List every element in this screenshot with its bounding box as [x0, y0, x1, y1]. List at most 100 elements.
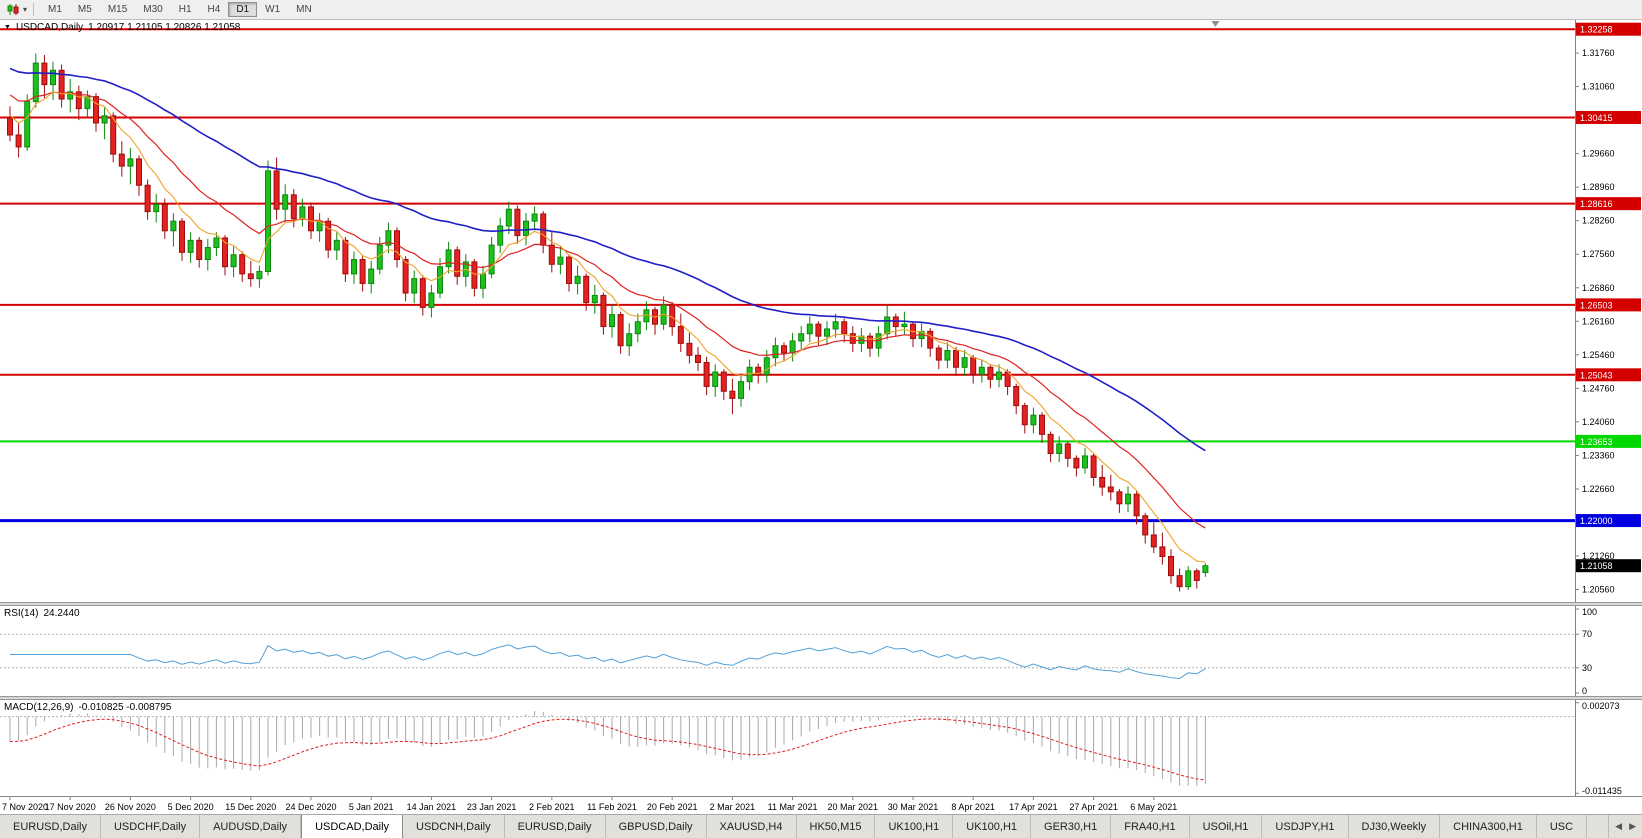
chart-shift-marker-icon[interactable] — [1211, 21, 1220, 27]
main-chart[interactable]: ▼ USDCAD,Daily 1.20917 1.21105 1.20826 1… — [0, 20, 1642, 602]
timeframe-w1[interactable]: W1 — [265, 4, 281, 15]
svg-text:0: 0 — [1582, 686, 1587, 696]
svg-text:5 Dec 2020: 5 Dec 2020 — [168, 802, 214, 812]
svg-text:1.26503: 1.26503 — [1580, 300, 1613, 310]
macd-canvas[interactable]: 0.002073 -0.011435 — [0, 700, 1642, 796]
tabs-scroll-left-icon[interactable]: ◀ — [1615, 821, 1623, 831]
macd-axis[interactable]: 0.002073 -0.011435 — [1575, 700, 1622, 796]
chart-ohlc-values: 1.20917 1.21105 1.20826 1.21058 — [88, 22, 241, 33]
tab-xauusd-h4[interactable]: XAUUSD,H4 — [707, 815, 797, 838]
tab-audusd-daily[interactable]: AUDUSD,Daily — [200, 815, 302, 838]
tab-usdjpy-h1[interactable]: USDJPY,H1 — [1262, 815, 1349, 838]
svg-text:1.26160: 1.26160 — [1582, 316, 1615, 326]
svg-text:14 Jan 2021: 14 Jan 2021 — [407, 802, 457, 812]
svg-text:1.28260: 1.28260 — [1582, 216, 1615, 226]
svg-text:26 Nov 2020: 26 Nov 2020 — [105, 802, 156, 812]
pane-splitter[interactable] — [0, 602, 1642, 606]
tab-eurusd-daily[interactable]: EURUSD,Daily — [0, 815, 101, 838]
tab-usdcad-daily[interactable]: USDCAD,Daily — [301, 815, 404, 838]
svg-text:1.26860: 1.26860 — [1582, 283, 1615, 293]
toolbar-separator — [33, 3, 35, 16]
svg-text:1.24760: 1.24760 — [1582, 383, 1615, 393]
svg-text:23 Jan 2021: 23 Jan 2021 — [467, 802, 517, 812]
svg-text:1.30415: 1.30415 — [1580, 113, 1613, 123]
macd-signal-line — [9, 718, 1206, 781]
svg-text:-0.011435: -0.011435 — [1582, 786, 1622, 796]
tab-usoil-h1[interactable]: USOil,H1 — [1190, 815, 1263, 838]
horizontal-lines[interactable] — [0, 28, 1575, 523]
svg-text:11 Mar 2021: 11 Mar 2021 — [768, 802, 818, 812]
tab-usdchf-daily[interactable]: USDCHF,Daily — [101, 815, 201, 838]
time-axis[interactable]: 7 Nov 2020 17 Nov 2020 26 Nov 2020 5 Dec 20… — [0, 796, 1642, 814]
timeframe-m1[interactable]: M1 — [48, 4, 62, 15]
timeframe-m30[interactable]: M30 — [143, 4, 163, 15]
symbol-dropdown-icon[interactable]: ▼ — [4, 24, 11, 31]
tab-dj30-weekly[interactable]: DJ30,Weekly — [1349, 815, 1441, 838]
rsi-panel[interactable]: RSI(14) 24.2440 100 70 30 0 — [0, 606, 1642, 696]
svg-text:2 Feb 2021: 2 Feb 2021 — [529, 802, 575, 812]
svg-text:27 Apr 2021: 27 Apr 2021 — [1069, 802, 1118, 812]
svg-text:1.25043: 1.25043 — [1580, 370, 1613, 380]
rsi-indicator-value: 24.2440 — [43, 608, 80, 619]
svg-text:17 Apr 2021: 17 Apr 2021 — [1009, 802, 1058, 812]
svg-text:2 Mar 2021: 2 Mar 2021 — [710, 802, 756, 812]
rsi-canvas[interactable]: 100 70 30 0 — [0, 606, 1642, 696]
tab-eurusd-daily[interactable]: EURUSD,Daily — [505, 815, 606, 838]
candlestick-series — [7, 53, 1209, 592]
svg-text:100: 100 — [1582, 607, 1597, 617]
current-price-label — [1576, 559, 1641, 573]
svg-text:11 Feb 2021: 11 Feb 2021 — [587, 802, 637, 812]
timeframe-h4[interactable]: H4 — [207, 4, 221, 15]
macd-title: MACD(12,26,9) -0.010825 -0.008795 — [4, 702, 171, 713]
tabs-scroll-right-icon[interactable]: ▶ — [1629, 821, 1636, 831]
svg-text:1.25460: 1.25460 — [1582, 350, 1615, 360]
svg-text:15 Dec 2020: 15 Dec 2020 — [225, 802, 276, 812]
timeframe-d1[interactable]: D1 — [228, 2, 258, 17]
svg-text:1.28616: 1.28616 — [1580, 199, 1613, 209]
timeframe-m15[interactable]: M15 — [107, 4, 128, 15]
tab-uk100-h1[interactable]: UK100,H1 — [953, 815, 1032, 838]
ma-blue-line — [9, 67, 1206, 452]
tab-ger30-h1[interactable]: GER30,H1 — [1031, 815, 1112, 838]
macd-indicator-values: -0.010825 -0.008795 — [78, 702, 172, 713]
svg-text:1.31760: 1.31760 — [1582, 48, 1615, 58]
svg-text:20 Mar 2021: 20 Mar 2021 — [828, 802, 879, 812]
svg-text:1.22000: 1.22000 — [1580, 516, 1613, 526]
main-chart-canvas[interactable]: 1.317601.310601.303601.296601.289601.282… — [0, 20, 1642, 602]
svg-text:7 Nov 2020: 7 Nov 2020 — [2, 802, 48, 812]
svg-text:30: 30 — [1582, 663, 1592, 673]
tab-scroll-arrows: ◀ ▶ — [1608, 815, 1642, 838]
svg-text:1.24060: 1.24060 — [1582, 417, 1615, 427]
svg-text:6 May 2021: 6 May 2021 — [1130, 802, 1177, 812]
tab-hk50-m15[interactable]: HK50,M15 — [797, 815, 876, 838]
svg-text:17 Nov 2020: 17 Nov 2020 — [45, 802, 96, 812]
timeframe-h1[interactable]: H1 — [178, 4, 192, 15]
rsi-title: RSI(14) 24.2440 — [4, 608, 80, 619]
svg-text:8 Apr 2021: 8 Apr 2021 — [951, 802, 995, 812]
tab-fra40-h1[interactable]: FRA40,H1 — [1111, 815, 1190, 838]
svg-text:70: 70 — [1582, 629, 1592, 639]
chart-type-dropdown-icon[interactable]: ▾ — [23, 5, 28, 14]
tab-uk100-h1[interactable]: UK100,H1 — [875, 815, 954, 838]
macd-panel[interactable]: MACD(12,26,9) -0.010825 -0.008795 0.0020… — [0, 700, 1642, 796]
macd-histogram — [9, 711, 1206, 787]
tab-gbpusd-daily[interactable]: GBPUSD,Daily — [606, 815, 707, 838]
tab-usc[interactable]: USC — [1537, 815, 1588, 838]
svg-text:1.31060: 1.31060 — [1582, 82, 1615, 92]
rsi-axis[interactable]: 100 70 30 0 — [1575, 606, 1597, 696]
tab-china300-h1[interactable]: CHINA300,H1 — [1440, 815, 1537, 838]
price-axis[interactable]: 1.317601.310601.303601.296601.289601.282… — [1575, 20, 1641, 602]
svg-text:1.20560: 1.20560 — [1582, 585, 1615, 595]
pane-splitter[interactable] — [0, 696, 1642, 700]
timeframe-mn[interactable]: MN — [296, 4, 312, 15]
toolbar: ▾ M1 M5 M15 M30 H1 H4 D1 W1 MN — [0, 0, 1642, 20]
tab-bar: EURUSD,Daily USDCHF,Daily AUDUSD,Daily USDC… — [0, 814, 1642, 838]
ma-orange-line — [9, 91, 1206, 563]
svg-text:1.28960: 1.28960 — [1582, 182, 1615, 192]
tab-usdcnh-daily[interactable]: USDCNH,Daily — [403, 815, 505, 838]
timeframe-group: M1 M5 M15 M30 H1 H4 D1 W1 MN — [40, 2, 320, 17]
candlestick-chart-icon[interactable] — [4, 3, 22, 16]
svg-text:24 Dec 2020: 24 Dec 2020 — [285, 802, 336, 812]
timeframe-m5[interactable]: M5 — [77, 4, 92, 15]
